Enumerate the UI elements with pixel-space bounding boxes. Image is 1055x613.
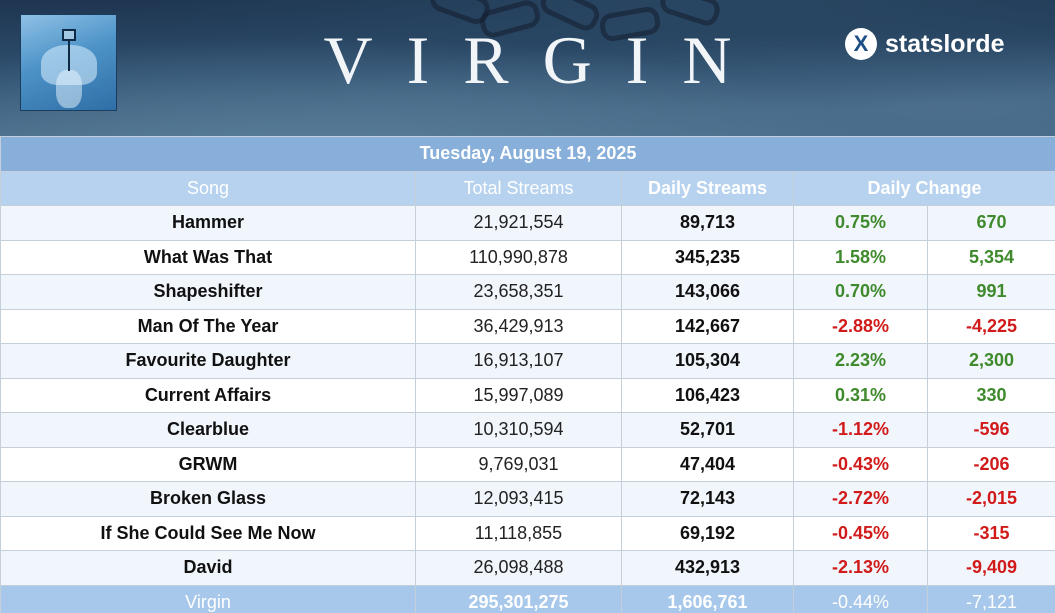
total-streams-cell: 10,310,594 — [415, 412, 622, 448]
daily-streams-cell: 105,304 — [621, 343, 794, 379]
song-cell: Shapeshifter — [0, 274, 416, 310]
change-percent-cell: -2.88% — [793, 308, 928, 344]
change-percent-cell: 0.70% — [793, 274, 928, 310]
change-delta-cell: -206 — [926, 446, 1055, 482]
total-streams-cell: 12,093,415 — [415, 481, 622, 517]
change-delta-cell: 330 — [926, 377, 1055, 413]
footer-album: Virgin — [0, 584, 416, 613]
table-row: GRWM 9,769,031 47,404 -0.43% -206 — [0, 446, 1055, 482]
total-streams-cell: 36,429,913 — [415, 308, 622, 344]
song-cell: Favourite Daughter — [0, 343, 416, 379]
song-cell: Clearblue — [0, 412, 416, 448]
album-title: VIRGIN — [323, 22, 766, 98]
change-delta-cell: -4,225 — [926, 308, 1055, 344]
total-streams-cell: 9,769,031 — [415, 446, 622, 482]
change-delta-cell: -9,409 — [926, 550, 1055, 586]
change-percent-cell: -0.45% — [793, 515, 928, 551]
table-row: If She Could See Me Now 11,118,855 69,192-… — [0, 515, 1055, 551]
table-row: Clearblue 10,310,594 52,701 -1.12% -596 — [0, 412, 1055, 448]
footer-daily-streams: 1,606,761 — [621, 584, 794, 613]
change-percent-cell: 0.31% — [793, 377, 928, 413]
footer-total-streams: 295,301,275 — [415, 584, 622, 613]
daily-streams-cell: 143,066 — [621, 274, 794, 310]
table-row: Current Affairs 15,997,089 106,423 0.31% 330 — [0, 377, 1055, 413]
song-cell: Man Of The Year — [0, 308, 416, 344]
song-cell: David — [0, 550, 416, 586]
table-row: What Was That 110,990,878 345,235 1.58% 5,35… — [0, 239, 1055, 275]
daily-streams-cell: 69,192 — [621, 515, 794, 551]
song-cell: GRWM — [0, 446, 416, 482]
change-percent-cell: 2.23% — [793, 343, 928, 379]
x-icon: X — [845, 28, 877, 60]
total-streams-cell: 16,913,107 — [415, 343, 622, 379]
change-delta-cell: 670 — [926, 205, 1055, 241]
daily-streams-cell: 142,667 — [621, 308, 794, 344]
column-header-daily-change: Daily Change — [792, 170, 1055, 206]
daily-streams-cell: 432,913 — [621, 550, 794, 586]
daily-streams-cell: 345,235 — [621, 239, 794, 275]
change-percent-cell: -1.12% — [793, 412, 928, 448]
column-header-total-streams: Total Streams — [415, 170, 622, 206]
change-delta-cell: -2,015 — [926, 481, 1055, 517]
album-cover — [20, 14, 117, 111]
brand-name: statslorde — [885, 29, 1005, 58]
daily-streams-cell: 47,404 — [621, 446, 794, 482]
table-row: Broken Glass 12,093,415 72,143 -2.72% -2,015 — [0, 481, 1055, 517]
change-percent-cell: -2.13% — [793, 550, 928, 586]
song-cell: What Was That — [0, 239, 416, 275]
column-header-daily-streams: Daily Streams — [621, 170, 794, 206]
change-delta-cell: 5,354 — [926, 239, 1055, 275]
streams-table: Tuesday, August 19, 2025 Song Total Stre… — [0, 136, 1055, 613]
table-row: Hammer 21,921,554 89,713 0.75% 670 — [0, 205, 1055, 241]
change-percent-cell: -2.72% — [793, 481, 928, 517]
song-cell: Current Affairs — [0, 377, 416, 413]
change-percent-cell: -0.43% — [793, 446, 928, 482]
column-header-song: Song — [0, 170, 416, 206]
change-delta-cell: 2,300 — [926, 343, 1055, 379]
table-row: Favourite Daughter 16,913,107 105,304 2.23%… — [0, 343, 1055, 379]
change-delta-cell: 991 — [926, 274, 1055, 310]
change-percent-cell: 1.58% — [793, 239, 928, 275]
date-header: Tuesday, August 19, 2025 — [0, 136, 1055, 172]
total-streams-cell: 110,990,878 — [415, 239, 622, 275]
total-streams-cell: 23,658,351 — [415, 274, 622, 310]
total-streams-cell: 15,997,089 — [415, 377, 622, 413]
header-banner: VIRGIN X statslorde — [0, 0, 1055, 136]
song-cell: If She Could See Me Now — [0, 515, 416, 551]
table-row: Man Of The Year 36,429,913 142,667 -2.88% -4… — [0, 308, 1055, 344]
song-cell: Broken Glass — [0, 481, 416, 517]
footer-change-delta: -7,121 — [926, 584, 1055, 613]
change-percent-cell: 0.75% — [793, 205, 928, 241]
change-delta-cell: -596 — [926, 412, 1055, 448]
footer-change-percent: -0.44% — [793, 584, 928, 613]
daily-streams-cell: 89,713 — [621, 205, 794, 241]
song-cell: Hammer — [0, 205, 416, 241]
album-total-row: Virgin 295,301,275 1,606,761 -0.44% -7,1… — [0, 584, 1055, 613]
table-row: David 26,098,488 432,913 -2.13% -9,409 — [0, 550, 1055, 586]
table-row: Shapeshifter 23,658,351 143,066 0.70% 991 — [0, 274, 1055, 310]
daily-streams-cell: 72,143 — [621, 481, 794, 517]
total-streams-cell: 26,098,488 — [415, 550, 622, 586]
change-delta-cell: -315 — [926, 515, 1055, 551]
total-streams-cell: 21,921,554 — [415, 205, 622, 241]
daily-streams-cell: 106,423 — [621, 377, 794, 413]
brand-logo: X statslorde — [845, 27, 1004, 61]
total-streams-cell: 11,118,855 — [415, 515, 622, 551]
daily-streams-cell: 52,701 — [621, 412, 794, 448]
